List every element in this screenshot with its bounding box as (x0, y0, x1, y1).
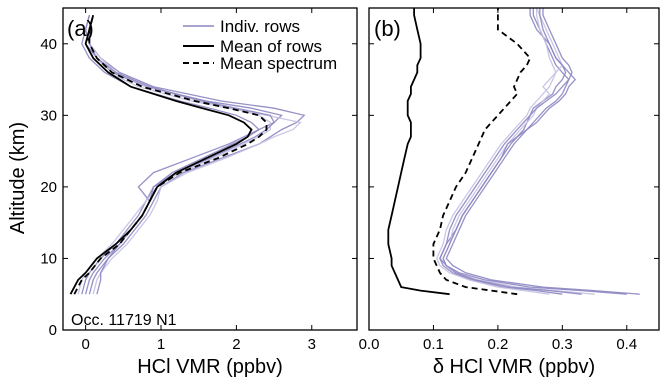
panel-b-x-tick-label: 0.2 (487, 336, 508, 353)
panel-a-mean-spectrum-line (73, 14, 268, 295)
panel-a-y-tick-label: 0 (49, 322, 57, 339)
panel-a-label: (a) (67, 16, 94, 41)
panel-a-frame (62, 7, 358, 331)
legend: Indiv. rows Mean of rows Mean spectrum (183, 17, 337, 73)
panel-b-indiv-row-line-4 (439, 8, 573, 295)
panel-b-x-tick-label: 0.1 (423, 336, 444, 353)
panel-a-mean-of-rows-line (69, 14, 253, 295)
panel-b-label: (b) (374, 16, 401, 41)
panel-b-indiv-row-line-5 (435, 8, 557, 295)
panel-b-mean-of-rows-line (387, 8, 450, 296)
panel-b-indiv-row-line-6 (442, 8, 582, 295)
occultation-annotation: Occ. 11719 N1 (71, 312, 177, 329)
panel-b-series (387, 8, 640, 296)
legend-indiv-label: Indiv. rows (220, 17, 300, 36)
panel-a-y-tick-label: 30 (40, 107, 57, 124)
panel-a-y-tick-label: 10 (40, 250, 57, 267)
panel-a-x-axis-label: HCl VMR (ppbv) (137, 356, 283, 378)
panel-a-series (69, 14, 306, 295)
panel-a-x-tick-label: 2 (232, 336, 240, 353)
panel-a-y-tick-label: 20 (40, 179, 57, 196)
panel-b-x-tick-label: 0.4 (616, 336, 637, 353)
panel-a-x-tick-label: 1 (157, 336, 165, 353)
panel-b-mean-spectrum-line (432, 8, 532, 296)
legend-mean-spectrum-label: Mean spectrum (220, 54, 337, 73)
panel-b-x-axis-label: δ HCl VMR (ppbv) (433, 356, 595, 378)
panel-b-x-tick-label: 0.3 (552, 336, 573, 353)
y-axis-label: Altitude (km) (7, 122, 29, 234)
panel-a-x-tick-label: 3 (308, 336, 316, 353)
panel-a-x-tick-label: 0 (81, 336, 89, 353)
panel-a-indiv-row-line-1 (84, 15, 306, 295)
panel-b-ticks: 0.0 0.1 0.2 0.3 0.4 (359, 8, 659, 353)
panel-b-frame (368, 7, 660, 331)
panel-b-indiv-row-line-3 (442, 8, 595, 295)
panel-b: 0.0 0.1 0.2 0.3 0.4 (b) δ HCl VMR (ppbv) (359, 7, 660, 378)
panel-b-x-tick-label: 0.0 (359, 336, 380, 353)
panel-b-indiv-row-line-2 (445, 8, 640, 295)
legend-mean-rows-label: Mean of rows (220, 37, 322, 56)
panel-b-indiv-row-line-1 (439, 8, 627, 295)
panel-a-y-tick-label: 40 (40, 36, 57, 53)
